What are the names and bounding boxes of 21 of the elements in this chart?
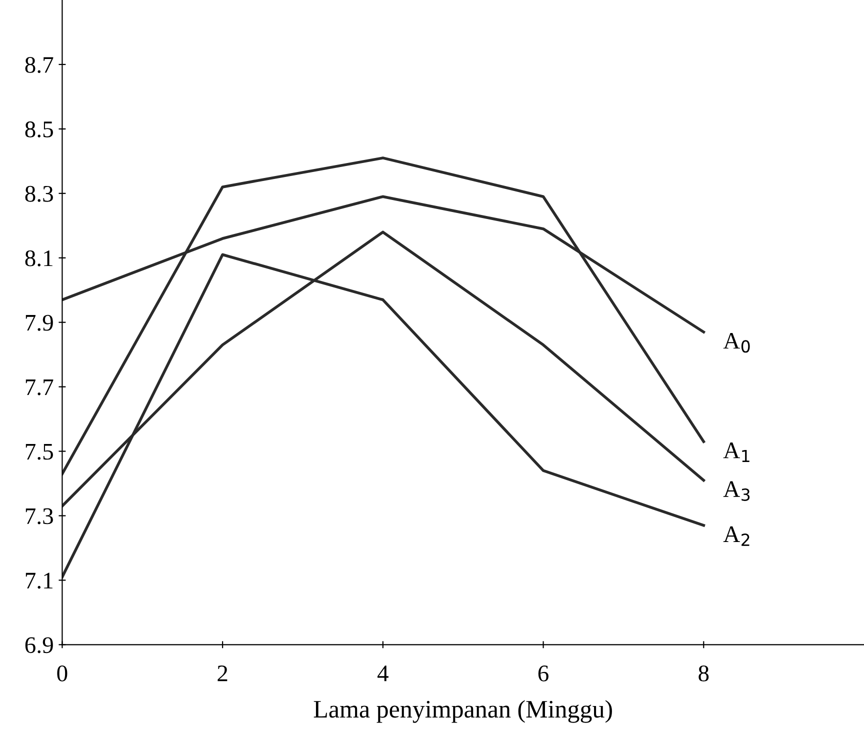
x-tick-label: 0: [57, 665, 68, 682]
y-tick-label: 7.5: [26, 444, 53, 460]
series-label: A$_{0}$: [723, 332, 750, 353]
series-label: A$_{2}$: [723, 526, 750, 546]
x-tick-label: 6: [538, 666, 548, 682]
y-tick-label: 8.1: [25, 250, 52, 266]
x-tick-label: 2: [218, 666, 228, 682]
series-label: A$_{3}$: [723, 481, 750, 501]
y-tick-label: 7.1: [26, 572, 52, 589]
y-tick-label: 8.5: [25, 121, 53, 138]
y-tick-label: 7.7: [26, 380, 54, 396]
y-tick-label: 8.7: [25, 56, 54, 73]
y-tick-label: 7.3: [26, 508, 53, 524]
line-series: [62, 156, 706, 476]
x-axis-title: Lama penyimpanan (Minggu): [314, 700, 612, 723]
y-tick-label: 7.9: [26, 314, 53, 331]
y-tick-label: 8.3: [25, 186, 53, 202]
x-tick-label: 4: [377, 666, 388, 682]
y-tick-label: 6.9: [25, 637, 53, 654]
x-tick-label: 8: [698, 665, 709, 682]
series-label: A$_{1}$: [723, 442, 750, 462]
